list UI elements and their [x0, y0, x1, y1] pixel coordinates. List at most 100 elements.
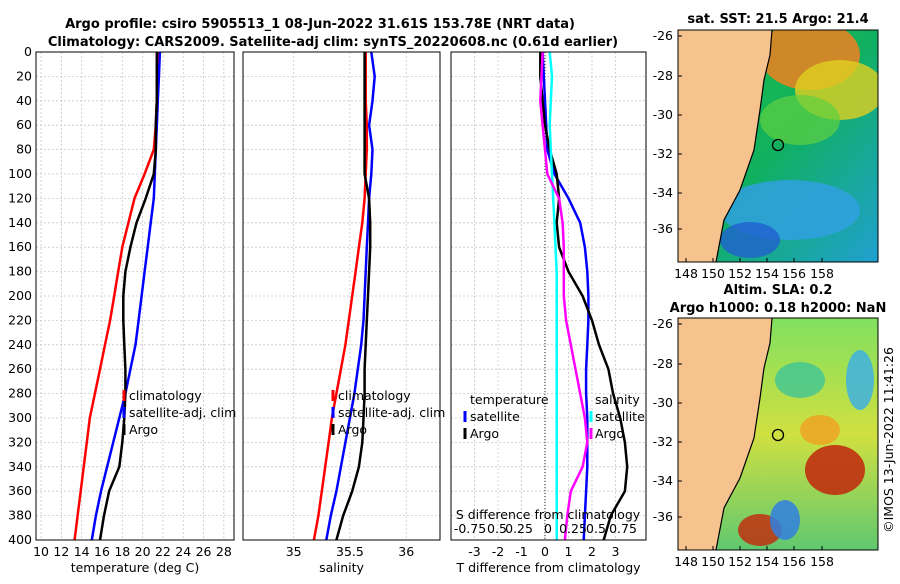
depth-tick-label: 280 [8, 386, 32, 401]
x-tick-label: 1 [564, 544, 572, 559]
axes-frame [35, 51, 235, 541]
depth-tick-label: 80 [16, 142, 32, 157]
depth-tick-label: 200 [8, 288, 32, 303]
legend-title-temperature: temperature [470, 392, 549, 407]
map-x-tick-label: 152 [728, 266, 752, 281]
x-tick-label: 12 [53, 544, 69, 559]
depth-tick-label: 220 [8, 312, 32, 327]
legend-title-salinity: salinity [595, 392, 640, 407]
depth-tick-label: 140 [8, 215, 32, 230]
map-y-tick-label: -36 [653, 509, 673, 524]
x-tick-label: 10 [33, 544, 49, 559]
map-x-tick-label: 154 [755, 266, 779, 281]
series-line-argo [335, 52, 372, 541]
x-tick-label: 16 [94, 544, 110, 559]
series-line-climatology [312, 52, 369, 541]
x-tick-label: 24 [175, 544, 191, 559]
map-y-tick-label: -26 [653, 316, 673, 331]
x-tick-label: 28 [216, 544, 232, 559]
series-line-satellite-adj-clim [325, 51, 376, 541]
series-line-s-satellite [548, 51, 558, 540]
map-x-tick-label: 148 [674, 266, 698, 281]
depth-tick-label: 360 [8, 483, 32, 498]
map-x-tick-label: 150 [701, 554, 725, 569]
depth-tick-label: 20 [16, 68, 32, 83]
map-x-tick-label: 154 [755, 554, 779, 569]
x-tick-label: 22 [155, 544, 171, 559]
depth-tick-label: 400 [8, 532, 32, 547]
map-y-tick-label: -28 [653, 356, 673, 371]
depth-tick-label: 240 [8, 337, 32, 352]
depth-tick-label: 300 [8, 410, 32, 425]
depth-tick-label: 120 [8, 190, 32, 205]
legend-label: satellite [595, 409, 645, 424]
x-axis-label: T difference from climatology [455, 560, 641, 575]
x-tick-label: 36 [398, 544, 414, 559]
series-line-argo [98, 52, 159, 541]
map-y-tick-label: -32 [653, 434, 673, 449]
legend-label: Argo [129, 422, 158, 437]
x-axis-label: salinity [319, 560, 364, 575]
sst-map-title: sat. SST: 21.5 Argo: 21.4 [687, 12, 868, 27]
map-x-tick-label: 158 [810, 554, 834, 569]
depth-tick-label: 0 [24, 44, 32, 59]
depth-tick-label: 260 [8, 361, 32, 376]
legend-label: satellite-adj. clim [338, 405, 445, 420]
sla-map-title-2: Argo h1000: 0.18 h2000: NaN [670, 301, 887, 316]
map-y-tick-label: -34 [653, 473, 673, 488]
x-tick-label: 0 [541, 544, 549, 559]
map-x-tick-label: 148 [674, 554, 698, 569]
s-diff-tick-label: 0 [544, 521, 552, 536]
x-tick-label: 3 [611, 544, 619, 559]
map-x-tick-label: 156 [782, 554, 806, 569]
legend-label: Argo [338, 422, 367, 437]
x-tick-label: -1 [515, 544, 527, 559]
map-x-tick-label: 156 [782, 266, 806, 281]
series-line-t-argo [539, 52, 629, 541]
x-tick-label: 2 [588, 544, 596, 559]
title-line-1: Argo profile: csiro 5905513_1 08-Jun-202… [65, 17, 575, 32]
s-diff-tick-label: 0.75 [609, 521, 637, 536]
s-diff-tick-label: -0.75 [454, 521, 486, 536]
imos-credit: ©IMOS 13-Jun-2022 11:41:26 [881, 347, 896, 533]
x-tick-label: 26 [196, 544, 212, 559]
x-tick-label: -2 [492, 544, 504, 559]
depth-tick-label: 340 [8, 459, 32, 474]
sst-map: sat. SST: 21.5 Argo: 21.4 148 150 152 154 15… [653, 12, 879, 281]
s-diff-axis-label: S difference from climatology [456, 507, 641, 522]
map-x-tick-label: 158 [810, 266, 834, 281]
legend-label: satellite [470, 409, 520, 424]
title-line-2: Climatology: CARS2009. Satellite-adj cli… [48, 35, 618, 50]
map-y-tick-label: -32 [653, 146, 673, 161]
map-y-tick-label: -30 [653, 107, 673, 122]
depth-tick-label: 60 [16, 117, 32, 132]
sla-map-title-1: Altim. SLA: 0.2 [724, 283, 833, 298]
x-tick-label: 18 [114, 544, 130, 559]
depth-tick-label: 40 [16, 93, 32, 108]
s-diff-tick-label: 0.25 [559, 521, 587, 536]
series-line-s-argo [539, 51, 589, 541]
legend-label: Argo [595, 426, 624, 441]
x-tick-label: 35.5 [336, 544, 364, 559]
depth-tick-label: 180 [8, 264, 32, 279]
depth-tick-label: 160 [8, 239, 32, 254]
x-tick-label: -3 [468, 544, 480, 559]
legend-label: Argo [470, 426, 499, 441]
depth-tick-label: 100 [8, 166, 32, 181]
legend-label: climatology [338, 388, 411, 403]
depth-tick-label: 380 [8, 508, 32, 523]
salinity-panel: 35 35.5 36 salinity climatology satellite-adj… [242, 51, 445, 575]
temperature-panel: 0 20 40 60 80 100 120 140 160 180 200 220 240 260 280 3… [8, 44, 236, 575]
sla-map: Altim. SLA: 0.2 Argo h1000: 0.18 h2000: … [653, 283, 887, 569]
legend-label: climatology [129, 388, 202, 403]
legend-label: satellite-adj. clim [129, 405, 236, 420]
map-y-tick-label: -30 [653, 395, 673, 410]
map-x-tick-label: 152 [728, 554, 752, 569]
x-axis-label: temperature (deg C) [71, 560, 200, 575]
map-y-tick-label: -28 [653, 68, 673, 83]
map-y-tick-label: -26 [653, 28, 673, 43]
map-y-tick-label: -34 [653, 185, 673, 200]
s-diff-tick-label: 0.5 [487, 521, 507, 536]
differences-panel: -3 -2 -1 0 1 2 3T difference from climatology t… [450, 51, 647, 575]
